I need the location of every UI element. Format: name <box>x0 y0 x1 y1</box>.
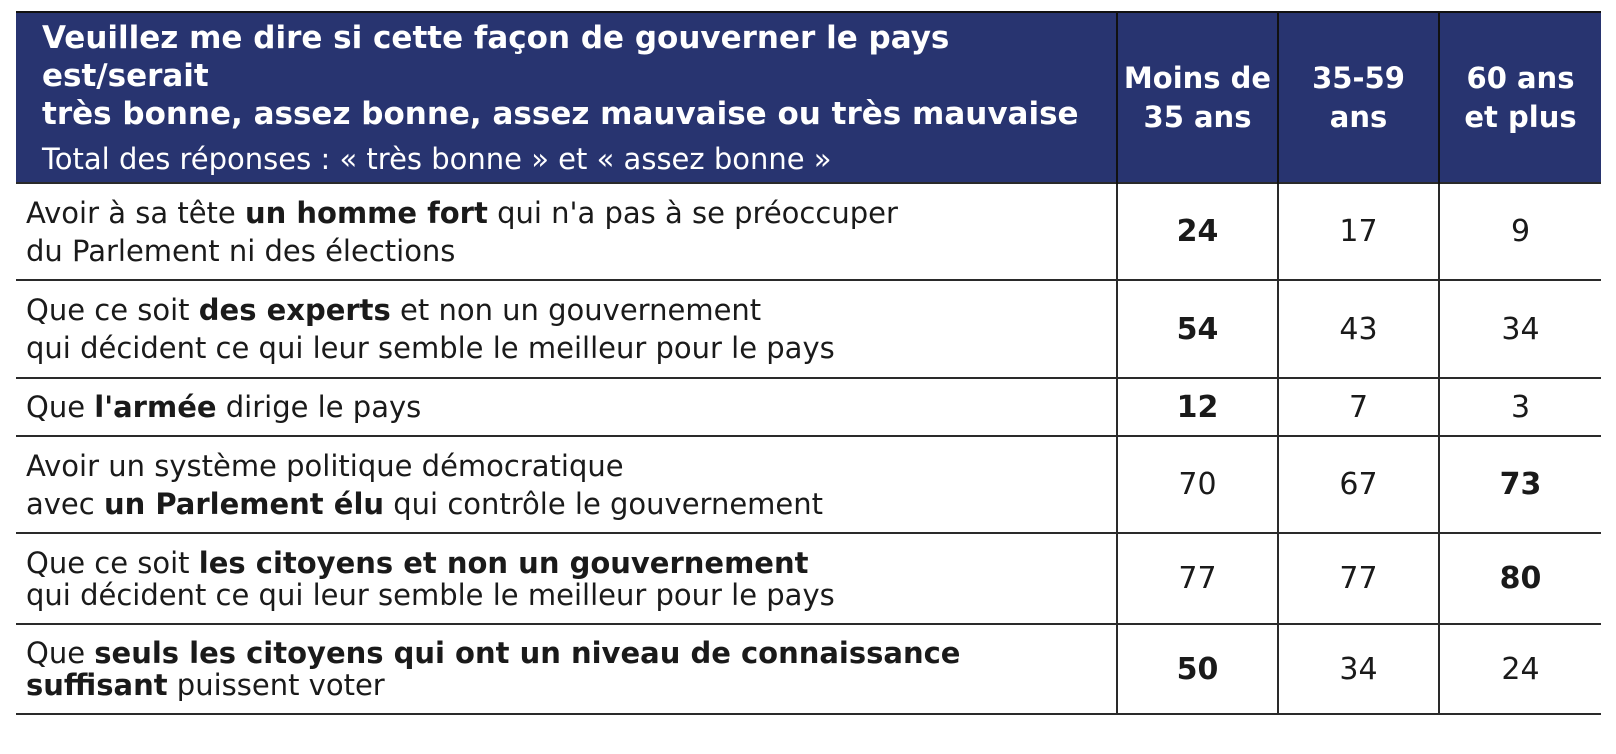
column-header-line-1: 60 ans <box>1466 60 1575 95</box>
column-header-line-2: ans <box>1329 99 1388 134</box>
survey-table: Veuillez me dire si cette façon de gouve… <box>16 11 1601 715</box>
table-row: Avoir un système politique démocratique a… <box>16 435 1601 533</box>
table-row: Que seuls les citoyens qui ont un niveau… <box>16 623 1601 715</box>
row-label: Avoir à sa tête un homme fort qui n'a pa… <box>16 182 1117 280</box>
column-header-line-2: 35 ans <box>1143 99 1252 134</box>
row-label-emphasis: suffisant <box>26 668 168 702</box>
question-title-line-1: Veuillez me dire si cette façon de gouve… <box>42 19 950 94</box>
table-row: Que l'armée dirige le pays 12 7 3 <box>16 377 1601 436</box>
question-title: Veuillez me dire si cette façon de gouve… <box>42 19 1116 133</box>
column-header-60-plus: 60 ans et plus <box>1438 11 1601 183</box>
row-label-text: qui décident ce qui leur semble le meill… <box>26 577 835 612</box>
table-header: Veuillez me dire si cette façon de gouve… <box>16 11 1601 183</box>
row-label-text: Que ce soit <box>26 545 199 580</box>
row-label: Que l'armée dirige le pays <box>16 377 1117 436</box>
cell-value-under-35: 70 <box>1116 435 1278 533</box>
row-label-text: qui décident ce qui leur semble le meill… <box>26 331 835 365</box>
question-subtitle: Total des réponses : « très bonne » et «… <box>42 141 832 176</box>
row-label-emphasis: les citoyens et non un gouvernement <box>198 545 809 580</box>
row-label-line: qui décident ce qui leur semble le meill… <box>26 578 835 612</box>
cell-value-under-35: 12 <box>1116 377 1278 436</box>
table-row: Avoir à sa tête un homme fort qui n'a pa… <box>16 182 1601 280</box>
cell-value-60-plus: 80 <box>1438 532 1601 624</box>
row-label-line: Avoir à sa tête un homme fort qui n'a pa… <box>26 196 898 230</box>
cell-value-60-plus: 24 <box>1438 623 1601 715</box>
cell-value-35-59: 34 <box>1277 623 1439 715</box>
row-label-text: Que ce soit <box>26 293 199 327</box>
table-row: Que ce soit des experts et non un gouver… <box>16 279 1601 378</box>
row-label-line: du Parlement ni des élections <box>26 234 455 268</box>
question-header: Veuillez me dire si cette façon de gouve… <box>16 11 1117 183</box>
row-label-text: du Parlement ni des élections <box>26 233 456 268</box>
row-label-line: Que seuls les citoyens qui ont un niveau… <box>26 636 960 670</box>
row-label-text: qui contrôle le gouvernement <box>384 486 824 521</box>
row-label: Avoir un système politique démocratique a… <box>16 435 1117 533</box>
cell-value-35-59: 43 <box>1277 279 1439 378</box>
cell-value-60-plus: 73 <box>1438 435 1601 533</box>
cell-value-under-35: 50 <box>1116 623 1278 715</box>
row-label-text: et non un gouvernement <box>390 293 762 327</box>
row-label-text: Avoir à sa tête <box>26 195 245 230</box>
row-label-emphasis: un Parlement élu <box>103 486 385 521</box>
cell-value-35-59: 17 <box>1277 182 1439 280</box>
table-row: Que ce soit les citoyens et non un gouve… <box>16 532 1601 624</box>
cell-value-under-35: 77 <box>1116 532 1278 624</box>
row-label-text: puissent voter <box>167 668 385 702</box>
column-header-35-59: 35-59 ans <box>1277 11 1439 183</box>
cell-value-35-59: 67 <box>1277 435 1439 533</box>
row-label: Que seuls les citoyens qui ont un niveau… <box>16 623 1117 715</box>
cell-value-60-plus: 9 <box>1438 182 1601 280</box>
row-label-text: avec <box>26 486 104 521</box>
column-header-line-2: et plus <box>1464 99 1577 134</box>
row-label-emphasis: des experts <box>198 293 391 327</box>
row-label-line: Que ce soit des experts et non un gouver… <box>26 293 761 327</box>
row-label: Que ce soit les citoyens et non un gouve… <box>16 532 1117 624</box>
column-header-under-35: Moins de 35 ans <box>1116 11 1278 183</box>
row-label-text: Que <box>26 636 95 670</box>
row-label: Que ce soit des experts et non un gouver… <box>16 279 1117 378</box>
cell-value-60-plus: 3 <box>1438 377 1601 436</box>
column-header-line-1: Moins de <box>1123 60 1272 95</box>
cell-value-35-59: 77 <box>1277 532 1439 624</box>
row-label-text: Avoir un système politique démocratique <box>26 448 624 483</box>
row-label-emphasis: seuls les citoyens qui ont un niveau de … <box>94 636 961 670</box>
row-label-emphasis: l'armée <box>94 390 217 424</box>
row-label-line: Que ce soit les citoyens et non un gouve… <box>26 546 808 580</box>
row-label-line: qui décident ce qui leur semble le meill… <box>26 331 835 365</box>
row-label-line: Que l'armée dirige le pays <box>26 390 421 424</box>
row-label-emphasis: un homme fort <box>244 195 488 230</box>
question-title-line-2: très bonne, assez bonne, assez mauvaise … <box>42 95 1079 132</box>
cell-value-under-35: 24 <box>1116 182 1278 280</box>
row-label-line: Avoir un système politique démocratique <box>26 449 624 483</box>
row-label-text: qui n'a pas à se préoccuper <box>487 195 898 230</box>
row-label-text: Que <box>26 390 95 424</box>
row-label-text: dirige le pays <box>216 390 422 424</box>
row-label-line: avec un Parlement élu qui contrôle le go… <box>26 487 823 521</box>
cell-value-60-plus: 34 <box>1438 279 1601 378</box>
cell-value-35-59: 7 <box>1277 377 1439 436</box>
table-body: Avoir à sa tête un homme fort qui n'a pa… <box>16 182 1601 715</box>
cell-value-under-35: 54 <box>1116 279 1278 378</box>
column-header-line-1: 35-59 <box>1312 60 1405 95</box>
header-row: Veuillez me dire si cette façon de gouve… <box>16 11 1601 183</box>
row-label-line: suffisant puissent voter <box>26 668 385 702</box>
